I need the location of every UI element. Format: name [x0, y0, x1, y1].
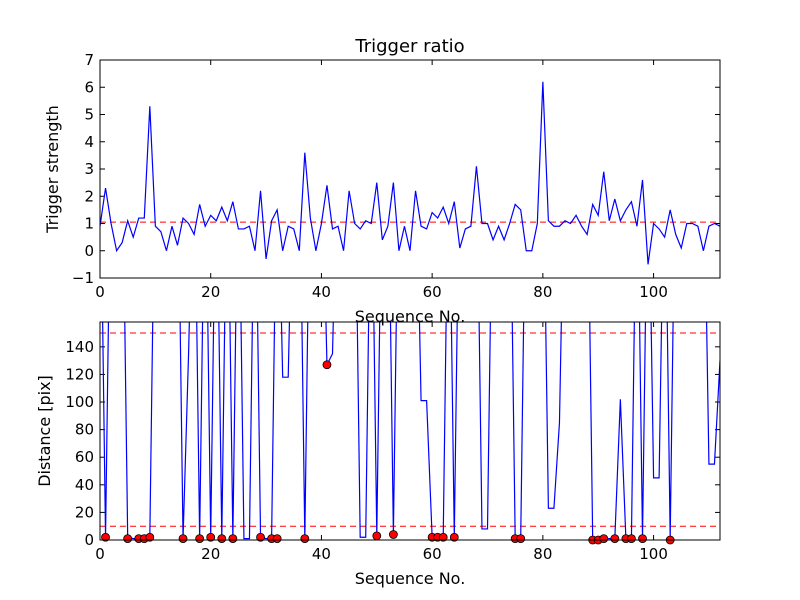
bottom-y-tick-label: 40	[75, 476, 94, 494]
top-y-tick-label: 3	[84, 160, 94, 178]
top-y-tick-label: 7	[84, 51, 94, 69]
bottom-y-tick-label: 60	[75, 448, 94, 466]
top-y-tick-label: 0	[84, 242, 94, 260]
bottom-panel: 0 20 40 60 80 100 0 20 40 60 80 100 120 140 Distance …	[35, 321, 721, 588]
bottom-data-marker	[322, 360, 332, 370]
top-series-line	[100, 81, 720, 265]
bottom-data-marker	[123, 534, 133, 544]
top-plot-frame	[99, 59, 721, 279]
bottom-x-tick-label: 60	[423, 545, 442, 563]
bottom-y-tick-label: 0	[84, 531, 94, 549]
top-x-tick-label: 60	[423, 283, 442, 301]
bottom-data-marker	[101, 532, 110, 542]
bottom-x-axis-label: Sequence No.	[355, 569, 466, 588]
bottom-data-marker	[449, 532, 459, 542]
bottom-data-marker	[610, 534, 620, 544]
top-y-axis-label: Trigger strength	[43, 105, 62, 234]
top-y-tick-label: 1	[84, 215, 94, 233]
bottom-ticks: 0 20 40 60 80 100 0 20 40 60 80 100 120 140	[65, 322, 720, 563]
bottom-x-tick-label: 40	[312, 545, 331, 563]
bottom-data-marker	[178, 534, 188, 544]
bottom-data-marker	[516, 534, 526, 544]
bottom-data-marker	[272, 534, 282, 544]
bottom-x-tick-label: 20	[201, 545, 220, 563]
bottom-plot-frame	[99, 321, 721, 541]
top-y-tick-label: 5	[84, 106, 94, 124]
bottom-data-marker	[599, 534, 609, 544]
top-x-tick-label: 40	[312, 283, 331, 301]
bottom-data-marker	[145, 532, 155, 542]
bottom-y-tick-label: 140	[65, 338, 94, 356]
bottom-x-tick-label: 0	[95, 545, 105, 563]
bottom-markers-group	[101, 360, 675, 545]
bottom-y-axis-label: Distance [pix]	[35, 375, 54, 487]
bottom-data-marker	[388, 530, 398, 539]
bottom-series-line	[102, 322, 720, 540]
bottom-data-marker	[228, 534, 238, 544]
bottom-y-tick-label: 80	[75, 421, 94, 439]
bottom-data-marker	[438, 532, 448, 542]
bottom-data-marker	[300, 534, 310, 544]
bottom-data-marker	[372, 531, 382, 541]
bottom-x-tick-label: 80	[533, 545, 552, 563]
top-x-tick-label: 0	[95, 283, 105, 301]
top-x-tick-label: 80	[533, 283, 552, 301]
bottom-data-marker	[217, 534, 227, 544]
bottom-y-tick-label: 120	[65, 365, 94, 383]
bottom-data-marker	[638, 534, 647, 544]
top-series-group	[100, 81, 720, 265]
top-y-tick-label: 6	[84, 78, 94, 96]
top-x-tick-label: 100	[639, 283, 668, 301]
top-chart-title: Trigger ratio	[354, 36, 464, 57]
bottom-data-marker	[195, 534, 205, 544]
bottom-data-marker	[206, 532, 216, 542]
bottom-x-tick-label: 100	[639, 545, 668, 563]
bottom-data-marker	[256, 532, 265, 542]
top-x-axis-label: Sequence No.	[355, 307, 466, 326]
bottom-threshold-group	[100, 332, 720, 527]
top-y-tick-label: 4	[84, 133, 94, 151]
bottom-data-marker	[627, 534, 636, 544]
bottom-series-group	[102, 322, 720, 540]
top-y-tick-label: 2	[84, 187, 94, 205]
top-x-tick-label: 20	[201, 283, 220, 301]
bottom-y-tick-label: 20	[75, 503, 94, 521]
bottom-y-tick-label: 100	[65, 393, 94, 411]
top-y-tick-label: −1	[72, 269, 94, 287]
